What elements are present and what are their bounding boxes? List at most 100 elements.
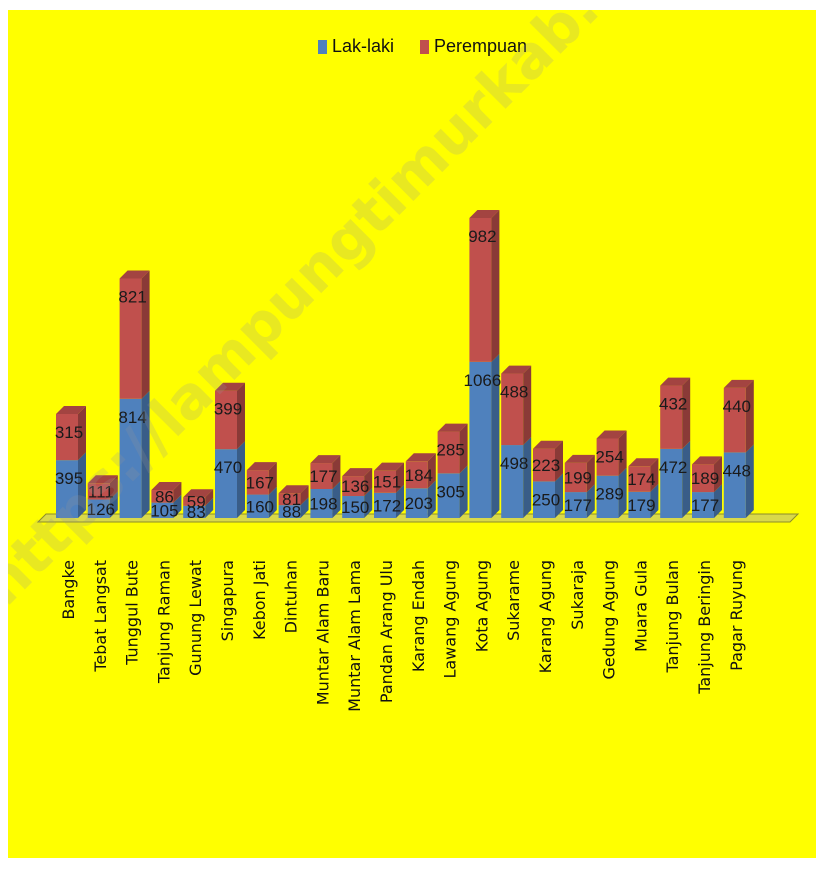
data-label-perempuan-16: 199	[564, 468, 592, 487]
category-label-20: Tanjung Beringin	[695, 560, 714, 695]
bar-perempuan-16	[564, 462, 587, 493]
bar-top-7	[278, 485, 309, 494]
data-label-perempuan-19: 432	[659, 395, 687, 414]
bar-top-0	[56, 405, 86, 414]
bar-top-14	[501, 365, 532, 374]
bar-top-1	[87, 475, 118, 484]
data-label-lak-laki-18: 179	[627, 496, 655, 515]
data-label-lak-laki-20: 177	[691, 496, 719, 515]
data-label-lak-laki-0: 395	[55, 469, 83, 488]
bar-side-lak-laki-2	[141, 390, 150, 518]
bar-top-13	[469, 210, 500, 218]
bar-lak-laki-11	[405, 488, 428, 518]
bar-lak-laki-20	[692, 492, 714, 518]
category-label-13: Kota Agung	[472, 560, 491, 652]
category-label-1: Tebat Langsat	[91, 560, 110, 673]
bar-lak-laki-19	[660, 448, 683, 518]
data-label-lak-laki-21: 448	[723, 461, 751, 480]
bar-top-20	[692, 456, 722, 465]
bar-side-lak-laki-17	[618, 467, 627, 518]
bar-side-lak-laki-13	[491, 353, 500, 518]
data-label-lak-laki-14: 498	[500, 454, 528, 473]
bar-lak-laki-14	[501, 445, 524, 518]
bar-top-21	[723, 379, 754, 388]
bar-side-perempuan-16	[586, 454, 595, 493]
category-label-15: Karang Agung	[536, 560, 555, 673]
bar-perempuan-1	[87, 483, 110, 500]
data-label-perempuan-21: 440	[723, 397, 751, 416]
bar-top-16	[564, 454, 595, 463]
bar-lak-laki-16	[564, 492, 587, 518]
data-label-perempuan-10: 151	[373, 473, 401, 492]
bar-side-perempuan-15	[555, 440, 563, 482]
category-label-11: Karang Endah	[409, 560, 428, 672]
data-label-lak-laki-13: 1066	[463, 371, 501, 390]
data-label-perempuan-3: 86	[155, 487, 174, 506]
bar-top-10	[374, 462, 404, 471]
data-label-perempuan-20: 189	[691, 469, 719, 488]
bar-perempuan-11	[405, 461, 428, 489]
data-label-perempuan-6: 167	[246, 473, 274, 492]
bar-lak-laki-18	[628, 491, 651, 518]
bar-lak-laki-3	[151, 502, 174, 518]
data-label-perempuan-0: 315	[55, 423, 83, 442]
bar-perempuan-10	[374, 470, 396, 493]
bar-side-perempuan-20	[714, 456, 722, 493]
bar-side-lak-laki-14	[523, 437, 532, 518]
data-label-perempuan-15: 223	[532, 456, 560, 475]
bar-perempuan-14	[501, 373, 524, 446]
bar-top-11	[405, 453, 436, 462]
category-label-2: Tunggul Bute	[123, 560, 142, 666]
bar-side-perempuan-13	[491, 210, 500, 362]
bar-perempuan-19	[660, 385, 683, 449]
category-label-18: Muara Gula	[631, 560, 650, 652]
data-label-perempuan-9: 136	[341, 477, 369, 496]
bar-side-lak-laki-9	[364, 488, 373, 518]
bar-perempuan-12	[437, 431, 460, 474]
bar-perempuan-7	[278, 493, 301, 506]
bar-side-perempuan-8	[332, 455, 341, 489]
bar-side-perempuan-2	[141, 270, 150, 399]
bar-lak-laki-4	[183, 505, 206, 518]
bar-top-3	[151, 482, 182, 491]
bar-lak-laki-8	[310, 488, 333, 518]
data-label-lak-laki-19: 472	[659, 458, 687, 477]
bar-top-5	[215, 382, 245, 391]
data-label-lak-laki-6: 160	[246, 497, 274, 516]
bar-lak-laki-17	[596, 475, 619, 518]
bar-perempuan-5	[215, 390, 237, 450]
data-label-lak-laki-3: 105	[150, 501, 178, 520]
bar-side-perempuan-5	[237, 382, 245, 450]
bar-perempuan-8	[310, 463, 333, 489]
bar-side-lak-laki-12	[459, 465, 468, 518]
bar-side-perempuan-4	[205, 489, 214, 506]
bar-side-perempuan-10	[396, 462, 404, 493]
data-label-perempuan-11: 184	[405, 466, 433, 485]
bar-side-perempuan-7	[300, 485, 309, 506]
data-label-perempuan-2: 821	[118, 287, 146, 306]
bar-side-lak-laki-3	[173, 494, 182, 518]
bar-lak-laki-5	[215, 449, 237, 518]
bar-perempuan-17	[596, 438, 619, 476]
bar-side-lak-laki-18	[650, 483, 659, 518]
bar-side-lak-laki-20	[714, 484, 722, 518]
bar-side-lak-laki-1	[109, 491, 118, 518]
bar-top-17	[596, 430, 627, 439]
bar-top-2	[119, 270, 150, 279]
legend-swatch-1	[420, 40, 429, 54]
bar-side-lak-laki-16	[586, 484, 595, 518]
bar-perempuan-0	[56, 413, 78, 461]
bar-lak-laki-1	[87, 499, 110, 518]
category-label-6: Kebon Jati	[250, 560, 269, 640]
category-label-9: Muntar Alam Lama	[345, 560, 364, 712]
data-label-perempuan-14: 488	[500, 383, 528, 402]
data-label-lak-laki-1: 126	[87, 500, 115, 519]
bar-side-lak-laki-5	[237, 441, 245, 518]
bar-lak-laki-9	[342, 496, 365, 518]
chart-frame: 395 315 Bangke 126 111 Tebat Langsat 814 821 Tun…	[8, 10, 816, 858]
bar-side-perempuan-14	[523, 365, 532, 446]
bar-perempuan-15	[533, 448, 555, 482]
bar-side-lak-laki-8	[332, 480, 341, 518]
bar-perempuan-18	[628, 466, 651, 492]
bar-top-18	[628, 458, 659, 467]
